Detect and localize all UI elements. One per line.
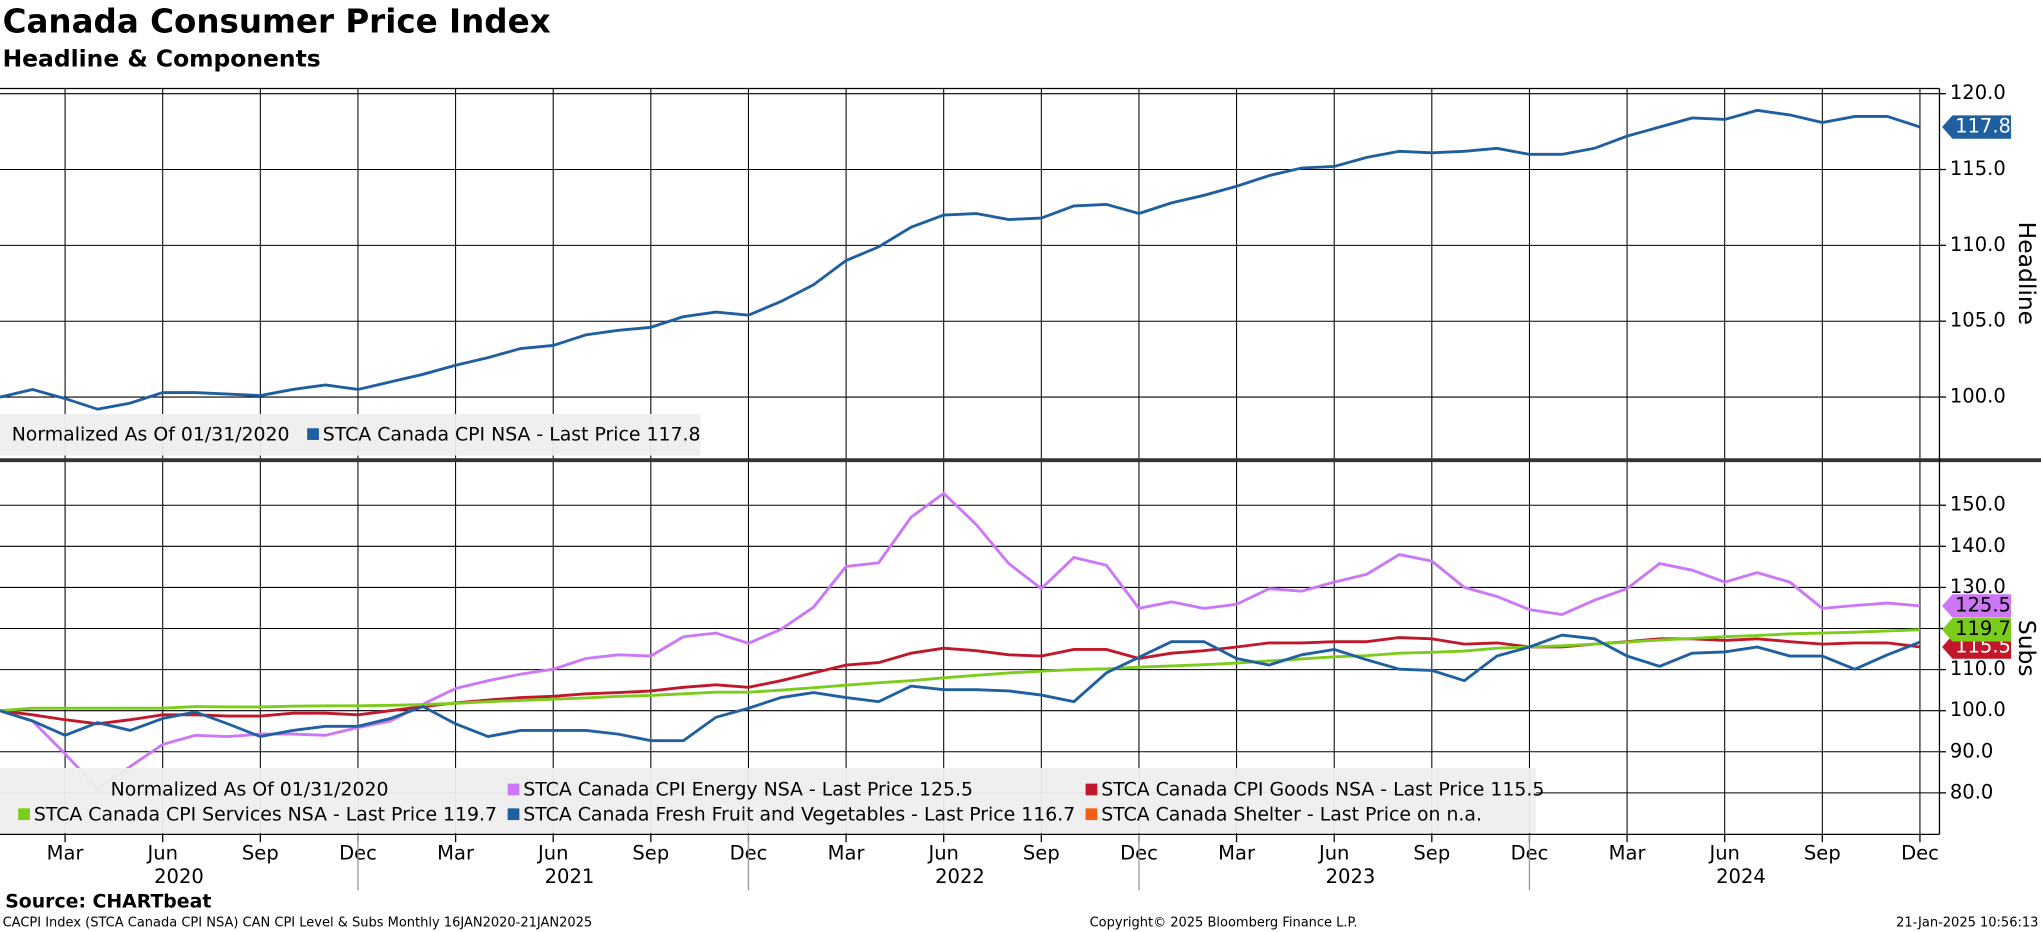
- ticker: CACPI Index (STCA Canada CPI NSA) CAN CP…: [3, 915, 593, 930]
- x-tick-label: Mar: [1609, 841, 1647, 864]
- y-tick-label: 90.0: [1950, 739, 1993, 762]
- x-tick-label: Sep: [1023, 841, 1060, 864]
- x-tick-label: Dec: [1901, 841, 1939, 864]
- timestamp: 21-Jan-2025 10:56:13: [1896, 915, 2038, 930]
- legend-box: [0, 767, 1536, 834]
- x-tick-label: Jun: [926, 841, 959, 864]
- x-tick-label: Mar: [437, 841, 475, 864]
- chart-subtitle: Headline & Components: [3, 44, 321, 72]
- legend-label: STCA Canada CPI Energy NSA - Last Price …: [523, 779, 973, 801]
- legend-swatch: [1085, 808, 1098, 821]
- y-tick-label: 150.0: [1950, 493, 2006, 516]
- x-tick-label: Mar: [1218, 841, 1256, 864]
- x-tick-label: Mar: [828, 841, 866, 864]
- series-line: [0, 628, 1920, 713]
- series-line: [0, 108, 1921, 411]
- y-tick-label: 100.0: [1950, 698, 2006, 721]
- legend-swatch: [307, 428, 319, 440]
- legend-note: Normalized As Of 01/31/2020: [12, 423, 290, 445]
- y-tick-label: 120.0: [1950, 81, 2006, 104]
- legend-label: STCA Canada Shelter - Last Price on n.a.: [1101, 803, 1482, 825]
- x-tick-label: Sep: [1804, 841, 1841, 864]
- x-year-label: 2023: [1326, 865, 1376, 888]
- legend-swatch: [507, 808, 520, 821]
- legend-label: STCA Canada Fresh Fruit and Vegetables -…: [523, 803, 1075, 825]
- legend-label: STCA Canada CPI Goods NSA - Last Price 1…: [1101, 779, 1544, 801]
- legend-swatch: [18, 808, 30, 821]
- x-tick-label: Jun: [1707, 841, 1740, 864]
- x-year-label: 2021: [545, 865, 595, 888]
- series-line: [0, 491, 1921, 791]
- y-axis-label: Headline: [2013, 222, 2041, 325]
- x-tick-label: Jun: [1317, 841, 1350, 864]
- series-line: [0, 633, 1921, 743]
- last-value-tag: [1942, 618, 2012, 642]
- legend-swatch: [507, 783, 520, 796]
- x-tick-label: Sep: [1413, 841, 1450, 864]
- x-tick-label: Sep: [242, 841, 279, 864]
- y-tick-label: 130.0: [1950, 575, 2006, 598]
- legend-box: [0, 413, 701, 456]
- legend-label: STCA Canada CPI Services NSA - Last Pric…: [34, 803, 497, 825]
- last-value-label: 119.7: [1955, 617, 2011, 640]
- x-year-label: 2024: [1716, 865, 1766, 888]
- source: Source: CHARTbeat: [5, 891, 211, 913]
- x-year-label: 2022: [935, 865, 985, 888]
- y-tick-label: 105.0: [1950, 309, 2006, 332]
- x-year-label: 2020: [154, 865, 204, 888]
- last-value-label: 125.5: [1955, 593, 2011, 616]
- y-tick-label: 110.0: [1950, 657, 2006, 680]
- chart-title: Canada Consumer Price Index: [3, 2, 551, 40]
- y-tick-label: 140.0: [1950, 534, 2006, 557]
- x-tick-label: Jun: [536, 841, 569, 864]
- x-tick-label: Sep: [632, 841, 669, 864]
- last-value-tag: [1942, 594, 2012, 618]
- y-tick-label: 115.0: [1950, 157, 2006, 180]
- x-tick-label: Mar: [47, 841, 85, 864]
- legend-note: Normalized As Of 01/31/2020: [111, 779, 389, 801]
- copyright: Copyright© 2025 Bloomberg Finance L.P.: [1090, 915, 1358, 930]
- last-value-tag: [1942, 115, 2012, 139]
- y-tick-label: 110.0: [1950, 233, 2006, 256]
- y-tick-label: 100.0: [1950, 385, 2006, 408]
- y-axis-label: Subs: [2013, 620, 2041, 677]
- legend-swatch: [1085, 783, 1098, 796]
- last-value-label: 117.8: [1955, 115, 2011, 138]
- legend-label: STCA Canada CPI NSA - Last Price 117.8: [323, 423, 701, 445]
- x-tick-label: Jun: [145, 841, 178, 864]
- y-tick-label: 80.0: [1950, 780, 1993, 803]
